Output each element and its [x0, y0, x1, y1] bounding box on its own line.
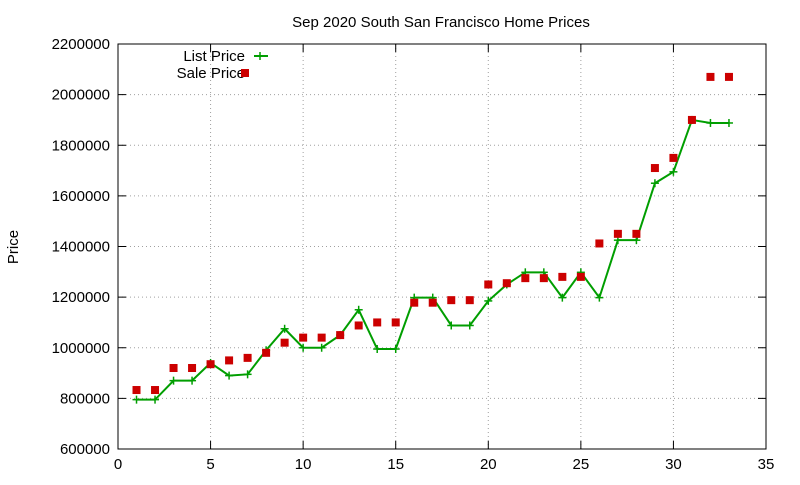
data-point — [595, 293, 604, 302]
data-point — [465, 296, 474, 305]
y-tick-label: 2200000 — [52, 36, 110, 53]
data-point — [206, 360, 215, 369]
x-tick-label: 35 — [758, 456, 775, 473]
legend-label: List Price — [183, 48, 245, 65]
legend-marker — [256, 52, 264, 60]
data-point — [669, 153, 678, 162]
data-point — [225, 371, 234, 380]
data-point — [262, 348, 271, 357]
data-point — [539, 274, 548, 283]
x-tick-label: 25 — [573, 456, 590, 473]
data-point — [428, 298, 437, 307]
data-point — [243, 353, 252, 362]
data-point — [687, 115, 696, 124]
y-tick-label: 2000000 — [52, 87, 110, 104]
data-point — [410, 298, 419, 307]
series-list-price — [132, 115, 733, 404]
data-point — [595, 239, 604, 248]
data-point — [650, 179, 659, 188]
data-point — [188, 376, 197, 385]
y-tick-label: 600000 — [60, 441, 110, 458]
data-point — [558, 272, 567, 281]
data-point — [132, 395, 141, 404]
data-point — [243, 370, 252, 379]
data-point — [502, 279, 511, 288]
data-point — [558, 293, 567, 302]
data-point — [632, 229, 641, 238]
data-point — [188, 364, 197, 372]
data-point — [280, 338, 289, 347]
x-tick-label: 30 — [665, 456, 682, 473]
data-point — [706, 118, 715, 127]
plot-frame — [117, 43, 767, 450]
series — [132, 72, 733, 404]
series-sale-price — [132, 72, 733, 395]
x-tick-label: 20 — [480, 456, 497, 473]
axes: 0 5 10 15 20 25 30 35 600000 800000 1000000 1200000… — [52, 36, 775, 473]
data-point — [354, 321, 363, 330]
data-point — [724, 118, 733, 127]
y-tick-label: 800000 — [60, 390, 110, 407]
grid — [118, 44, 766, 449]
data-point — [706, 72, 715, 81]
y-tick-label: 1000000 — [52, 340, 110, 357]
data-point — [613, 229, 622, 238]
data-point — [484, 296, 493, 305]
y-tick-label: 1400000 — [52, 239, 110, 256]
data-point — [169, 364, 178, 372]
data-point — [317, 343, 326, 352]
data-point — [465, 321, 474, 330]
data-point — [151, 386, 160, 395]
data-point — [151, 395, 160, 404]
y-tick-label: 1800000 — [52, 137, 110, 154]
data-point — [373, 318, 382, 327]
y-tick-label: 1600000 — [52, 188, 110, 205]
data-point — [447, 321, 456, 330]
y-axis-label: Price — [5, 230, 22, 264]
data-point — [391, 345, 400, 354]
x-tick-label: 0 — [114, 456, 122, 473]
data-point — [317, 333, 326, 342]
x-tick-label: 5 — [206, 456, 214, 473]
data-point — [391, 318, 400, 327]
data-point — [132, 386, 141, 395]
data-point — [299, 343, 308, 352]
y-tick-label: 1200000 — [52, 289, 110, 306]
data-point — [225, 356, 234, 365]
data-point — [650, 164, 659, 173]
legend-marker — [241, 69, 249, 77]
legend-label: Sale Price — [177, 65, 245, 82]
x-tick-label: 15 — [387, 456, 404, 473]
data-point — [447, 296, 456, 305]
data-point — [169, 376, 178, 385]
data-point — [373, 345, 382, 354]
x-tick-label: 10 — [295, 456, 312, 473]
chart-title: Sep 2020 South San Francisco Home Prices — [292, 14, 590, 31]
data-point — [336, 331, 345, 340]
data-point — [484, 280, 493, 289]
data-point — [280, 324, 289, 333]
data-point — [299, 333, 308, 342]
data-point — [724, 72, 733, 81]
data-point — [521, 274, 530, 283]
data-point — [669, 167, 678, 176]
data-point — [576, 272, 585, 281]
data-point — [354, 305, 363, 314]
